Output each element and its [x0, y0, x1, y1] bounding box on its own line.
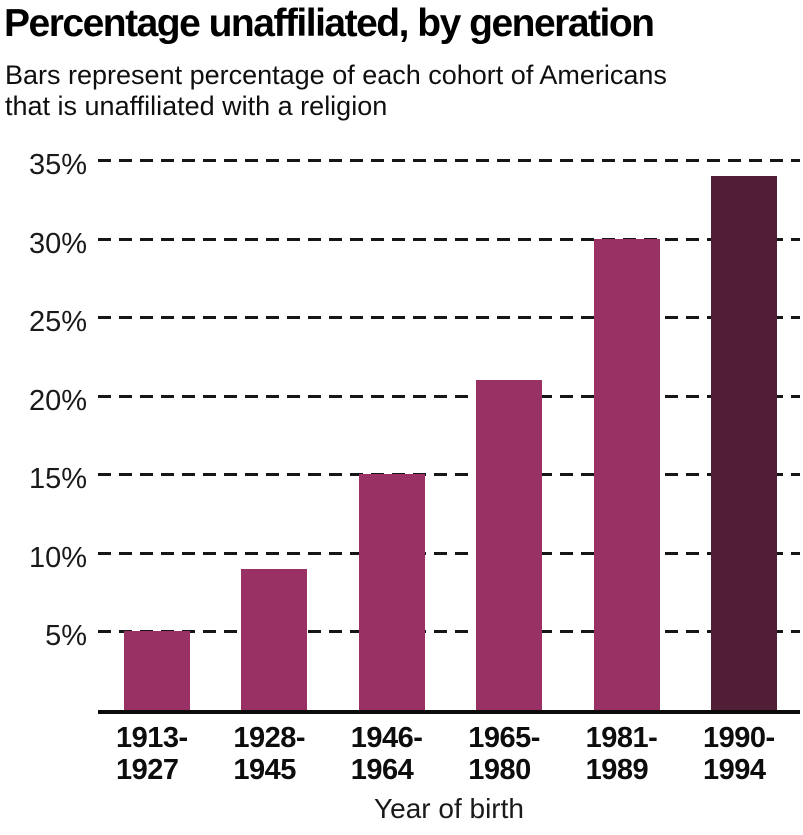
x-tick-line-2: 1994: [703, 754, 766, 786]
y-tick-label-15: 15%: [28, 463, 87, 496]
bar-1981-1989: [593, 238, 660, 710]
x-tick-line-1: 1981-: [585, 722, 658, 754]
x-tick-label-1928-1945: 1928- 1945: [233, 722, 337, 786]
x-tick-line-1: 1928-: [233, 722, 306, 754]
chart-title: Percentage unaffiliated, by generation: [4, 2, 655, 45]
bar-1913-1927: [124, 631, 190, 710]
x-tick-line-2: 1927: [116, 754, 179, 786]
gridline-35: [98, 159, 800, 162]
gridline-5: [98, 630, 800, 634]
bar-1990-1994: [711, 175, 777, 710]
x-tick-label-1965-1980: 1965- 1980: [468, 722, 572, 786]
y-tick-label-5: 5%: [45, 620, 87, 653]
x-tick-line-2: 1980: [468, 754, 531, 786]
bar-1946-1964: [358, 474, 425, 710]
bar-1928-1945: [241, 568, 308, 710]
x-tick-line-1: 1965-: [468, 722, 540, 754]
gridline-20: [98, 394, 800, 398]
subtitle-line-1: Bars represent percentage of each cohort…: [5, 60, 667, 90]
bar-1965-1980: [476, 380, 543, 710]
y-tick-label-20: 20%: [28, 384, 87, 417]
x-axis-title: Year of birth: [374, 793, 524, 824]
gridline-25: [98, 316, 800, 320]
chart-subtitle: Bars represent percentage of each cohort…: [5, 60, 795, 122]
x-axis-line: [98, 710, 800, 714]
x-tick-line-2: 1945: [233, 754, 296, 786]
x-tick-line-1: 1990-: [703, 722, 775, 754]
gridline-30: [98, 237, 800, 241]
subtitle-line-2: that is unaffiliated with a religion: [5, 91, 388, 121]
y-tick-label-25: 25%: [28, 306, 87, 339]
x-tick-line-2: 1964: [350, 754, 414, 786]
x-tick-line-1: 1946-: [350, 722, 423, 754]
y-tick-label-30: 30%: [28, 227, 87, 260]
x-tick-label-1946-1964: 1946- 1964: [351, 722, 455, 786]
gridline-15: [98, 473, 800, 477]
x-tick-label-1990-1994: 1990- 1994: [703, 722, 803, 786]
x-tick-line-2: 1989: [585, 754, 649, 786]
y-tick-label-35: 35%: [28, 149, 87, 181]
x-tick-line-1: 1913-: [116, 722, 188, 754]
x-tick-label-1981-1989: 1981- 1989: [586, 722, 690, 786]
x-tick-label-1913-1927: 1913- 1927: [116, 722, 220, 786]
gridline-10: [98, 551, 800, 555]
y-tick-label-10: 10%: [28, 541, 87, 574]
